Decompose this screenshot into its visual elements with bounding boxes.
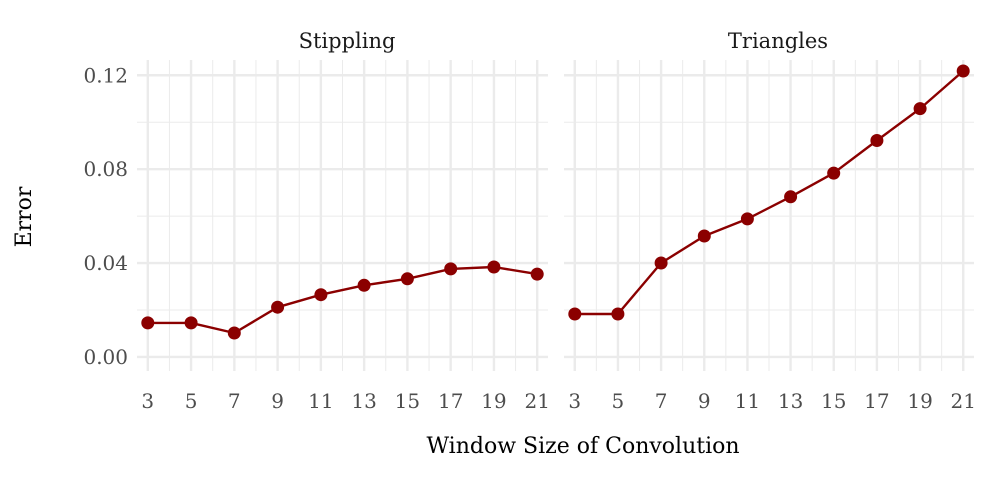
data-point — [870, 134, 884, 147]
y-tick-label: 0.00 — [83, 345, 128, 369]
x-tick-label: 9 — [271, 389, 284, 413]
points-stippling — [141, 260, 544, 340]
x-tick-label: 17 — [864, 389, 889, 413]
x-tick-label: 5 — [185, 389, 198, 413]
data-point — [227, 326, 241, 340]
data-point — [956, 64, 970, 78]
x-tick-label: 21 — [524, 389, 549, 413]
gridlines-stippling — [137, 60, 548, 371]
y-tick-label: 0.08 — [83, 157, 128, 181]
data-point — [314, 288, 328, 302]
y-tick-label: 0.04 — [83, 251, 128, 275]
series-line — [147, 265, 538, 335]
data-point — [357, 278, 371, 292]
x-ticks-triangles: 3 5 7 9 11 13 15 17 19 21 — [568, 389, 975, 413]
data-point — [568, 307, 582, 321]
x-tick-label: 21 — [950, 389, 975, 413]
data-point — [697, 229, 711, 243]
x-tick-label: 5 — [612, 389, 625, 413]
x-tick-label: 9 — [698, 389, 711, 413]
panel-stippling: Stippling 3 5 7 9 11 13 15 17 19 21 — [137, 29, 550, 413]
data-point — [400, 272, 414, 286]
x-tick-label: 11 — [308, 389, 333, 413]
x-tick-label: 13 — [778, 389, 803, 413]
x-tick-label: 15 — [395, 389, 420, 413]
y-axis-ticks: 0.00 0.04 0.08 0.12 — [83, 63, 128, 369]
x-tick-label: 7 — [228, 389, 241, 413]
data-point — [784, 190, 798, 204]
data-point — [654, 256, 668, 270]
x-tick-label: 3 — [568, 389, 581, 413]
points-triangles — [568, 64, 970, 321]
data-point — [271, 300, 285, 314]
strip-title-stippling: Stippling — [299, 29, 396, 53]
data-point — [444, 262, 458, 276]
x-tick-label: 7 — [655, 389, 668, 413]
x-tick-label: 13 — [351, 389, 376, 413]
data-point — [141, 316, 155, 330]
line-triangles — [574, 70, 964, 316]
data-point — [611, 307, 625, 321]
x-tick-label: 19 — [481, 389, 506, 413]
line-stippling — [147, 265, 538, 335]
x-axis-title: Window Size of Convolution — [426, 434, 739, 459]
y-tick-label: 0.12 — [83, 63, 128, 87]
strip-title-triangles: Triangles — [728, 29, 828, 53]
y-axis-title: Error — [12, 186, 37, 247]
x-tick-label: 19 — [907, 389, 932, 413]
x-tick-label: 15 — [821, 389, 846, 413]
data-point — [827, 166, 841, 180]
x-ticks-stippling: 3 5 7 9 11 13 15 17 19 21 — [141, 389, 549, 413]
data-point — [487, 260, 501, 274]
series-line — [574, 70, 964, 316]
x-tick-label: 17 — [438, 389, 463, 413]
x-tick-label: 3 — [141, 389, 154, 413]
data-point — [913, 102, 927, 116]
data-point — [184, 316, 198, 330]
data-point — [740, 212, 754, 226]
x-tick-label: 11 — [735, 389, 760, 413]
data-point — [530, 267, 544, 281]
gridlines-triangles — [564, 60, 974, 371]
panel-triangles: Triangles 3 5 7 9 11 13 15 17 19 21 — [564, 29, 976, 413]
